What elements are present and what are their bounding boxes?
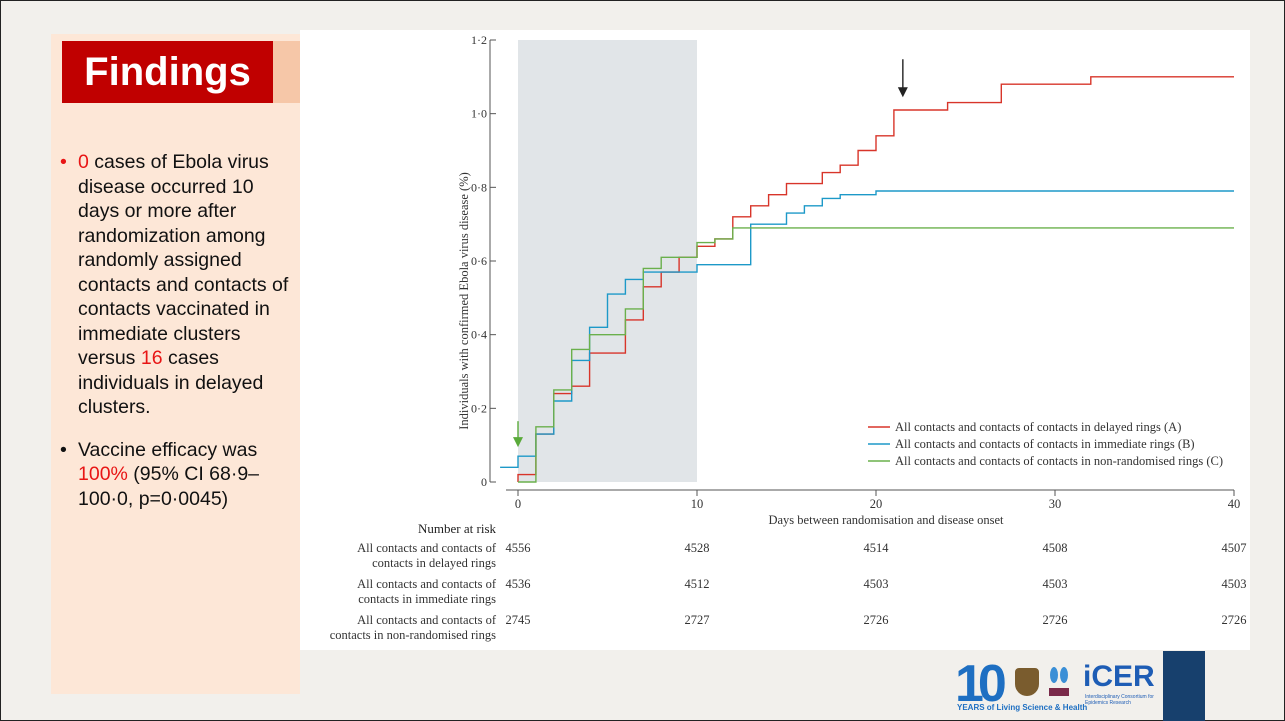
risk-value: 4528 [685,541,710,555]
corner-decoration [1163,651,1205,721]
institute-logo-icon [1049,667,1069,696]
series-line-a [517,76,1234,482]
bullet-item: • Vaccine efficacy was 100% (95% CI 68·9… [58,438,294,512]
legend-label: All contacts and contacts of contacts in… [895,454,1223,468]
bullet-2-part-1: Vaccine efficacy was [78,438,258,461]
y-tick-label: 0·8 [471,180,487,194]
risk-value: 4503 [864,577,889,591]
risk-row-label: All contacts and contacts of [357,613,497,627]
y-tick-label: 0 [481,475,487,489]
logo-group: 10 YEARS of Living Science & Health iCER… [955,658,1155,716]
shaded-region [518,40,697,482]
y-tick-label: 1·0 [471,107,487,121]
risk-row-label: contacts in non-randomised rings [330,628,496,642]
risk-value: 4514 [864,541,890,555]
risk-value: 4512 [685,577,710,591]
findings-bullet-list: • 0 cases of Ebola virus disease occurre… [58,150,294,511]
ten-years-logo: 10 [955,655,1007,713]
x-axis-label: Days between randomisation and disease o… [768,513,1004,527]
arrow-head [513,437,523,448]
number-at-risk-header: Number at risk [418,521,496,536]
arrow-head [897,87,908,98]
risk-row-label: All contacts and contacts of [357,577,497,591]
chart-area: 0 0·2 0·4 0·6 0·8 1·0 1·2 Individuals with conf… [300,30,1250,650]
y-tick-label: 0·2 [471,401,487,415]
risk-value: 4536 [506,577,531,591]
risk-value: 4503 [1222,577,1247,591]
kaplan-meier-chart: 0 0·2 0·4 0·6 0·8 1·0 1·2 Individuals with conf… [330,33,1247,642]
findings-title-box: Findings [62,41,273,103]
bullet-1-part-1: 0 [78,151,89,173]
bullet-1-part-2: cases of Ebola virus disease occurred 10… [78,151,289,369]
y-axis-label: Individuals with confirmed Ebola virus d… [457,172,471,430]
legend-label: All contacts and contacts of contacts in… [895,437,1195,451]
series-line-c [518,227,1234,483]
risk-row-label: contacts in immediate rings [358,592,496,606]
bullet-2-part-3: (95% CI 68·9–100·0, p=0·0045) [78,463,260,510]
x-tick-label: 0 [515,497,521,511]
y-tick-label: 1·2 [471,33,487,47]
risk-value: 2726 [1043,613,1068,627]
x-tick-label: 30 [1049,497,1062,511]
bullet-1-part-3: 16 [140,347,163,369]
title-accent-block [273,41,300,103]
findings-panel [51,34,300,694]
risk-row-label: All contacts and contacts of [357,541,497,555]
icer-logo: iCER [1083,660,1155,693]
bullet-1-part-4: cases individuals in delayed clusters. [78,347,264,418]
risk-row-label: contacts in delayed rings [372,556,496,570]
bullet-dot: • [60,438,67,461]
bullet-2-part-2: 100% [78,463,128,485]
risk-value: 2726 [1222,613,1247,627]
bullet-item: • 0 cases of Ebola virus disease occurre… [58,150,294,420]
y-tick-label: 0·6 [471,254,487,268]
risk-value: 4507 [1222,541,1247,555]
ten-years-caption: YEARS of Living Science & Health [957,703,1088,712]
x-tick-label: 10 [691,497,704,511]
bullet-dot: • [60,151,67,173]
icer-caption: Interdisciplinary Consortium for Epidemi… [1085,694,1154,706]
y-tick-label: 0·4 [471,328,487,342]
slide-title: Findings [84,49,251,94]
risk-value: 2745 [506,613,531,627]
risk-value: 4556 [506,541,531,555]
risk-value: 4503 [1043,577,1068,591]
university-crest-icon [1015,668,1039,696]
risk-value: 2727 [685,613,710,627]
x-tick-label: 20 [870,497,883,511]
risk-value: 2726 [864,613,889,627]
x-tick-label: 40 [1228,497,1241,511]
risk-value: 4508 [1043,541,1068,555]
legend-label: All contacts and contacts of contacts in… [895,420,1181,434]
